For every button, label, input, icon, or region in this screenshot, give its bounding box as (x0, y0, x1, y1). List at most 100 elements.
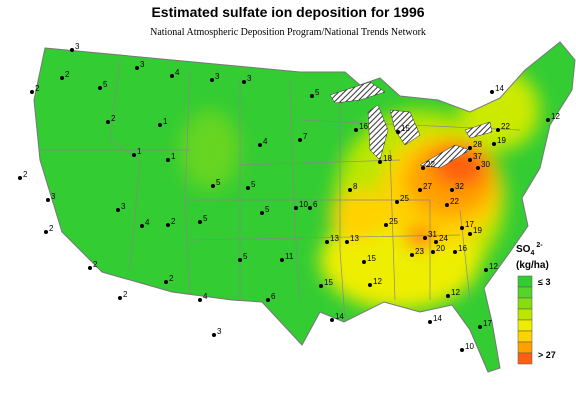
station-value: 20 (436, 244, 445, 253)
station-value: 2 (35, 84, 40, 93)
station-dot (546, 118, 550, 122)
station-dot (164, 280, 168, 284)
station-value: 4 (203, 292, 208, 301)
station-dot (60, 76, 64, 80)
station-dot (118, 296, 122, 300)
station-value: 5 (243, 252, 248, 261)
station-dot (490, 90, 494, 94)
station-dot (30, 90, 34, 94)
station-value: 12 (373, 277, 382, 286)
station-value: 15 (401, 124, 410, 133)
station-dot (468, 232, 472, 236)
station-value: 10 (299, 200, 308, 209)
station-value: 2 (169, 274, 174, 283)
station-dot (260, 211, 264, 215)
station-value: 2 (23, 170, 28, 179)
station-dot (434, 240, 438, 244)
station-dot (468, 146, 472, 150)
station-value: 2 (49, 224, 54, 233)
station-value: 4 (263, 137, 268, 146)
station-dot (132, 153, 136, 157)
station-value: 3 (215, 72, 220, 81)
legend-low-label: ≤ 3 (538, 277, 550, 287)
station-value: 28 (473, 140, 482, 149)
station-dot (135, 66, 139, 70)
station-value: 13 (330, 234, 339, 243)
station-value: 2 (111, 114, 116, 123)
map-title: Estimated sulfate ion deposition for 199… (151, 4, 424, 20)
station-value: 17 (465, 220, 474, 229)
station-dot (460, 348, 464, 352)
legend-swatch (517, 286, 533, 299)
station-dot (345, 240, 349, 244)
station-dot (330, 318, 334, 322)
station-value: 25 (389, 217, 398, 226)
station-value: 24 (439, 234, 448, 243)
station-value: 30 (481, 160, 490, 169)
station-dot (211, 184, 215, 188)
station-value: 22 (450, 197, 459, 206)
station-value: 23 (415, 247, 424, 256)
station-dot (212, 333, 216, 337)
station-dot (396, 130, 400, 134)
station-dot (453, 250, 457, 254)
station-dot (280, 258, 284, 262)
legend: SO42- (kg/ha) ≤ 3 > 27 (516, 242, 556, 365)
legend-high-label: > 27 (538, 350, 556, 360)
station-dot (298, 138, 302, 142)
station-value: 5 (103, 80, 108, 89)
station-value: 3 (217, 327, 222, 336)
station-value: 4 (175, 68, 180, 77)
legend-swatch (517, 297, 533, 310)
station-dot (431, 250, 435, 254)
station-dot (378, 160, 382, 164)
station-dot (446, 294, 450, 298)
station-dot (423, 236, 427, 240)
station-value: 14 (433, 314, 442, 323)
station-value: 10 (465, 342, 474, 351)
station-value: 19 (497, 136, 506, 145)
station-dot (140, 224, 144, 228)
station-value: 15 (324, 278, 333, 287)
station-value: 3 (247, 74, 252, 83)
station-value: 1 (171, 152, 176, 161)
station-dot (116, 208, 120, 212)
station-value: 12 (551, 112, 560, 121)
station-dot (418, 188, 422, 192)
station-value: 11 (285, 252, 294, 261)
station-dot (478, 325, 482, 329)
station-dot (450, 188, 454, 192)
station-dot (198, 298, 202, 302)
station-value: 16 (458, 244, 467, 253)
station-dot (210, 78, 214, 82)
station-dot (384, 223, 388, 227)
station-value: 3 (75, 42, 80, 51)
station-dot (368, 283, 372, 287)
station-dot (410, 253, 414, 257)
station-dot (46, 198, 50, 202)
station-dot (158, 123, 162, 127)
station-dot (325, 240, 329, 244)
station-dot (310, 94, 314, 98)
station-value: 5 (265, 205, 270, 214)
station-dot (362, 260, 366, 264)
station-value: 5 (203, 214, 208, 223)
station-dot (294, 206, 298, 210)
station-value: 22 (501, 122, 510, 131)
station-dot (44, 230, 48, 234)
station-value: 3 (51, 192, 56, 201)
station-value: 16 (359, 122, 368, 131)
station-dot (492, 142, 496, 146)
station-value: 25 (400, 194, 409, 203)
station-value: 15 (367, 254, 376, 263)
station-dot (319, 284, 323, 288)
deposition-surface (34, 42, 575, 372)
station-dot (238, 258, 242, 262)
station-dot (421, 166, 425, 170)
station-value: 8 (353, 182, 358, 191)
station-dot (348, 188, 352, 192)
great-lakes (329, 81, 493, 169)
us-outline (33, 41, 576, 373)
